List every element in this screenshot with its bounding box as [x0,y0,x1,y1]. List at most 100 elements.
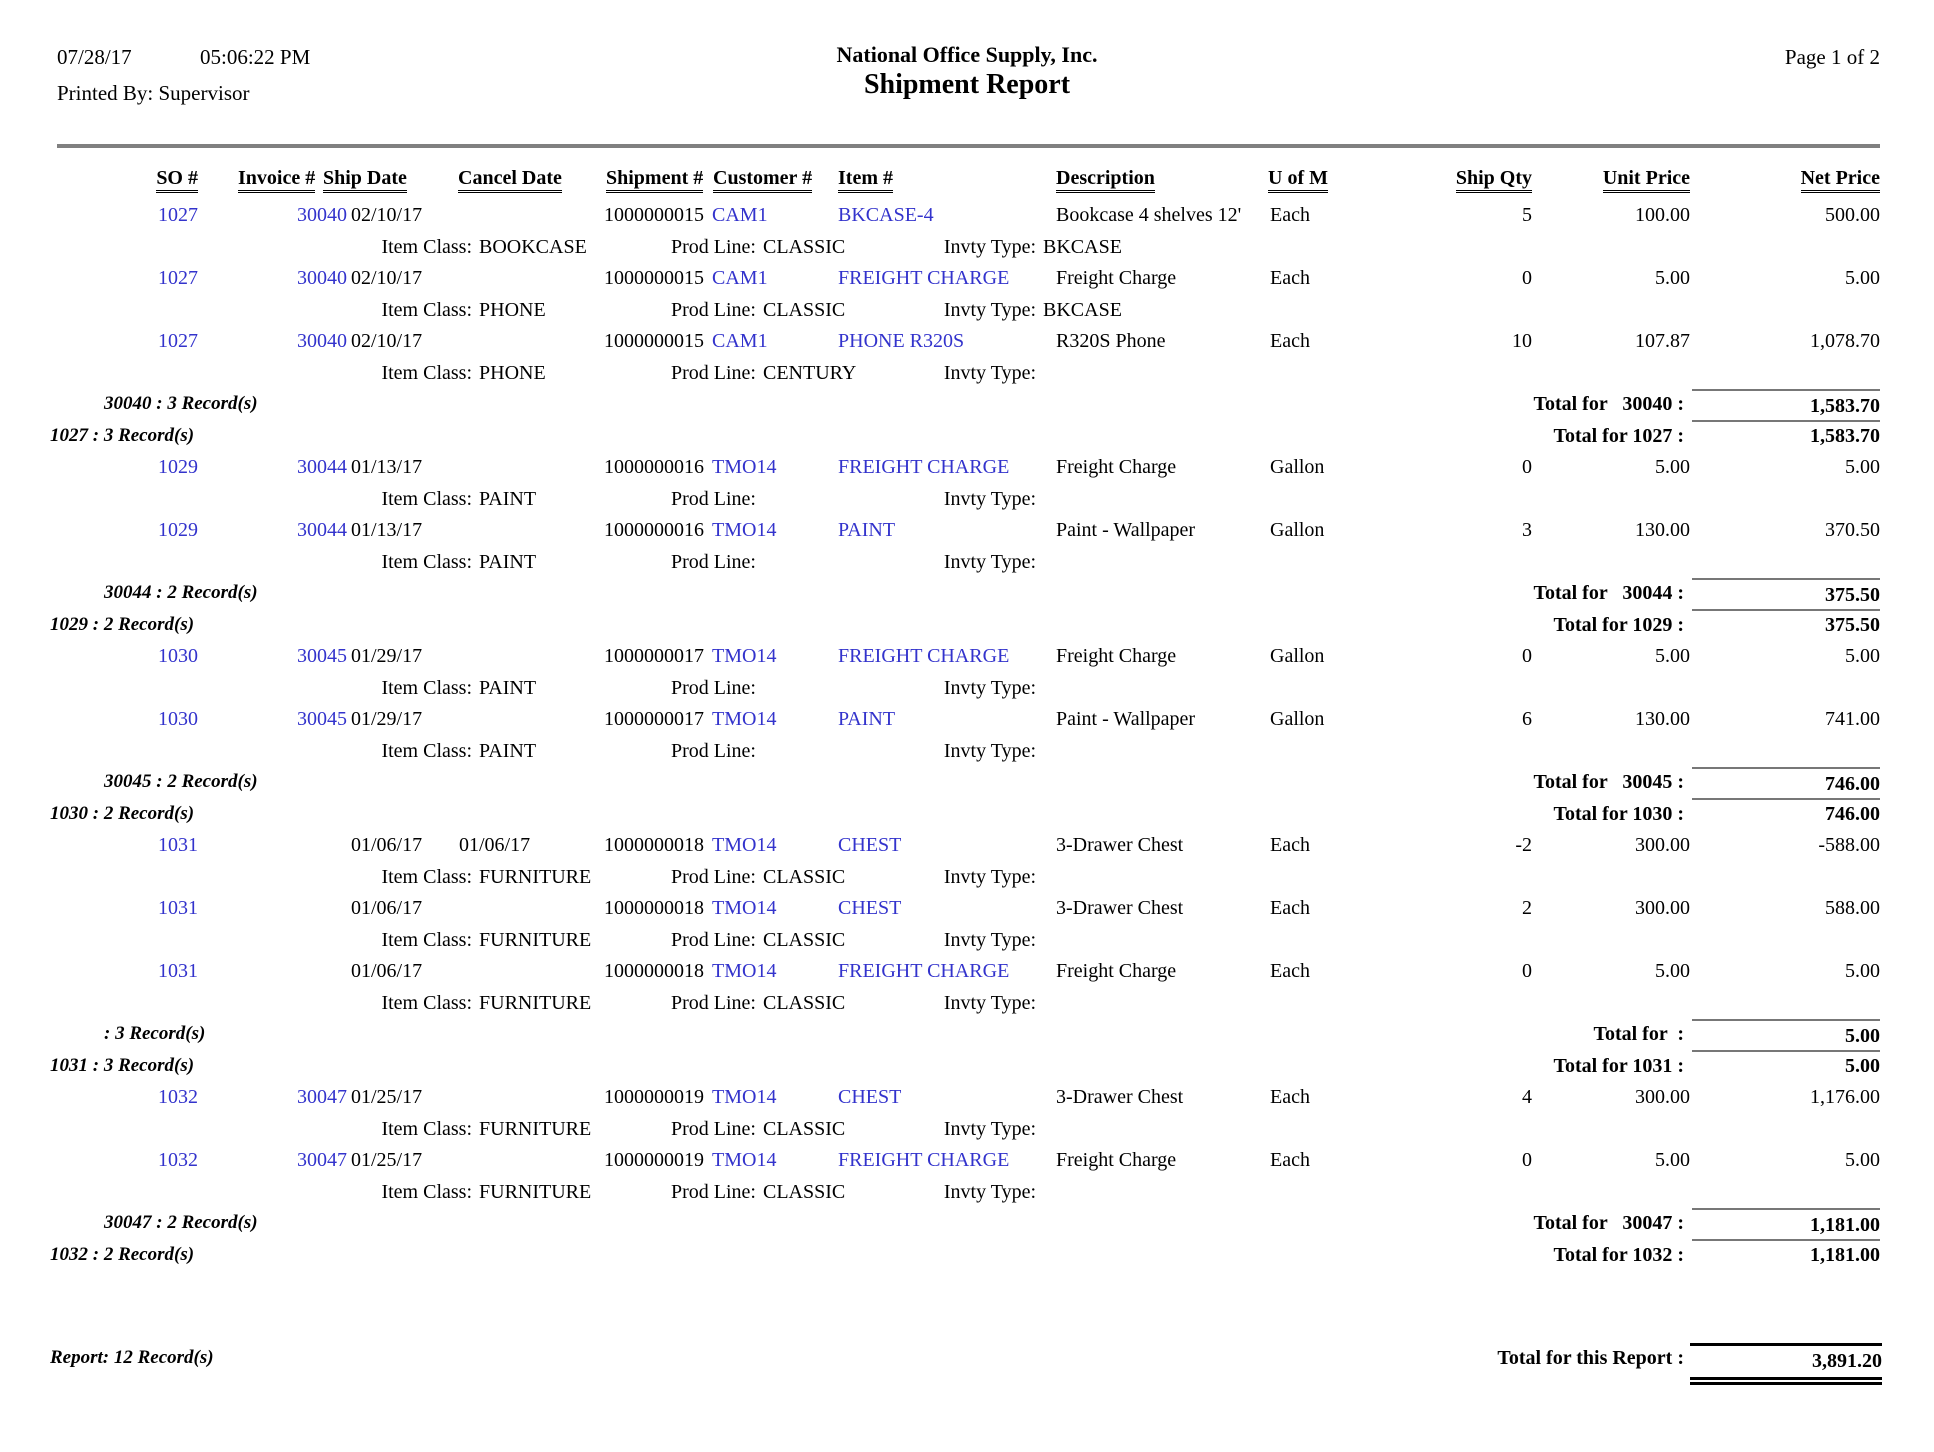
prod-line-label: Prod Line: [671,1180,756,1203]
customer-number-link[interactable]: TMO14 [712,1086,777,1108]
item-number-link[interactable]: PHONE R320S [838,330,965,352]
item-number-link[interactable]: FREIGHT CHARGE [838,267,1010,289]
invoice-number-link[interactable]: 30040 [297,330,347,352]
invty-type-label: Invty Type: [943,361,1036,384]
so-number-link[interactable]: 1027 [158,267,198,289]
invoice-number-link[interactable]: 30045 [297,645,347,667]
so-number-link[interactable]: 1031 [158,960,198,982]
ship-qty: 5 [1522,204,1532,226]
so-total-label: Total for 1030 : [1553,802,1684,825]
so-number-link[interactable]: 1032 [158,1086,198,1108]
invoice-number-link[interactable]: 30044 [297,456,347,478]
unit-of-measure: Each [1270,897,1310,919]
customer-number-link[interactable]: TMO14 [712,456,777,478]
invoice-number-link[interactable]: 30044 [297,519,347,541]
shipment-row: 1030 30045 01/29/17 1000000017 TMO14 PAINT Pai… [0,704,1934,736]
item-number-link[interactable]: CHEST [838,897,902,919]
customer-number-link[interactable]: TMO14 [712,897,777,919]
item-class-label: Item Class: [381,1180,472,1203]
customer-number-link[interactable]: TMO14 [712,708,777,730]
col-header-invoice: Invoice # [238,166,316,193]
ship-qty: 0 [1522,645,1532,667]
unit-of-measure: Each [1270,267,1310,289]
invoice-record-count: 30047 : 2 Record(s) [104,1212,258,1233]
so-number-link[interactable]: 1032 [158,1149,198,1171]
so-number-link[interactable]: 1027 [158,330,198,352]
unit-price: 300.00 [1635,1086,1690,1108]
customer-number-link[interactable]: TMO14 [712,645,777,667]
ship-date: 01/13/17 [351,456,423,478]
invty-type-value: BKCASE [1043,298,1122,321]
shipment-row: 1032 30047 01/25/17 1000000019 TMO14 FREIGHT … [0,1145,1934,1177]
shipment-row: 1031 01/06/17 01/06/17 1000000018 TMO14 CHEST… [0,830,1934,862]
sub-row: Item Class: PAINT Prod Line: Invty Type: [0,547,1934,579]
prod-line-value: CENTURY [763,361,857,384]
invoice-number-link[interactable]: 30047 [297,1086,347,1108]
item-number-link[interactable]: BKCASE-4 [838,204,934,226]
col-header-ship-date: Ship Date [323,166,407,193]
so-number-link[interactable]: 1031 [158,897,198,919]
prod-line-value: CLASSIC [763,298,846,321]
customer-number-link[interactable]: TMO14 [712,960,777,982]
so-number-link[interactable]: 1029 [158,456,198,478]
prod-line-value: CLASSIC [763,865,846,888]
invoice-total-amount: 375.50 [1692,578,1880,611]
so-number-link[interactable]: 1031 [158,834,198,856]
so-record-count: 1027 : 3 Record(s) [50,424,195,446]
so-number-link[interactable]: 1029 [158,519,198,541]
prod-line-label: Prod Line: [671,991,756,1014]
so-number-link[interactable]: 1027 [158,204,198,226]
invoice-number-link[interactable]: 30045 [297,708,347,730]
so-number-link[interactable]: 1030 [158,708,198,730]
item-number-link[interactable]: FREIGHT CHARGE [838,456,1010,478]
shipment-row: 1027 30040 02/10/17 1000000015 CAM1 FREIGHT C… [0,263,1934,295]
shipment-row: 1027 30040 02/10/17 1000000015 CAM1 PHONE R32… [0,326,1934,358]
ship-date: 01/25/17 [351,1086,423,1108]
printed-by: Printed By: Supervisor [57,81,250,105]
customer-number-link[interactable]: CAM1 [712,330,768,352]
so-number-link[interactable]: 1030 [158,645,198,667]
customer-number-link[interactable]: TMO14 [712,834,777,856]
item-number-link[interactable]: CHEST [838,1086,902,1108]
unit-price: 130.00 [1635,708,1690,730]
customer-number-link[interactable]: TMO14 [712,1149,777,1171]
invoice-total-label: Total for 30047 : [1533,1212,1684,1234]
invoice-number-link[interactable]: 30040 [297,204,347,226]
invoice-total-label: Total for 30044 : [1533,582,1684,604]
prod-line-value: CLASSIC [763,928,846,951]
item-class-value: FURNITURE [479,928,592,951]
ship-date: 02/10/17 [351,330,423,352]
item-number-link[interactable]: CHEST [838,834,902,856]
item-number-link[interactable]: FREIGHT CHARGE [838,1149,1010,1171]
so-total-label: Total for 1027 : [1553,424,1684,447]
net-price: 500.00 [1825,204,1880,226]
col-header-net-price: Net Price [1800,166,1880,193]
invoice-number-link[interactable]: 30040 [297,267,347,289]
customer-number-link[interactable]: CAM1 [712,204,768,226]
net-price: 5.00 [1845,267,1880,289]
prod-line-label: Prod Line: [671,865,756,888]
invty-type-label: Invty Type: [943,298,1036,321]
col-header-customer: Customer # [713,166,813,193]
item-class-label: Item Class: [381,487,472,510]
item-number-link[interactable]: PAINT [838,708,896,730]
prod-line-label: Prod Line: [671,676,756,699]
ship-date: 01/13/17 [351,519,423,541]
item-number-link[interactable]: FREIGHT CHARGE [838,960,1010,982]
item-number-link[interactable]: PAINT [838,519,896,541]
invoice-number-link[interactable]: 30047 [297,1149,347,1171]
ship-qty: 4 [1522,1086,1532,1108]
item-description: 3-Drawer Chest [1056,897,1184,919]
customer-number-link[interactable]: CAM1 [712,267,768,289]
invty-type-label: Invty Type: [943,676,1036,699]
invty-type-label: Invty Type: [943,487,1036,510]
ship-date: 01/06/17 [351,897,423,919]
item-class-value: FURNITURE [479,1117,592,1140]
customer-number-link[interactable]: TMO14 [712,519,777,541]
item-number-link[interactable]: FREIGHT CHARGE [838,645,1010,667]
invoice-record-count: 30045 : 2 Record(s) [104,771,258,792]
invty-type-label: Invty Type: [943,865,1036,888]
ship-date: 01/29/17 [351,708,423,730]
page-number: Page 1 of 2 [1784,45,1880,69]
so-total-amount: 1,181.00 [1810,1243,1880,1266]
